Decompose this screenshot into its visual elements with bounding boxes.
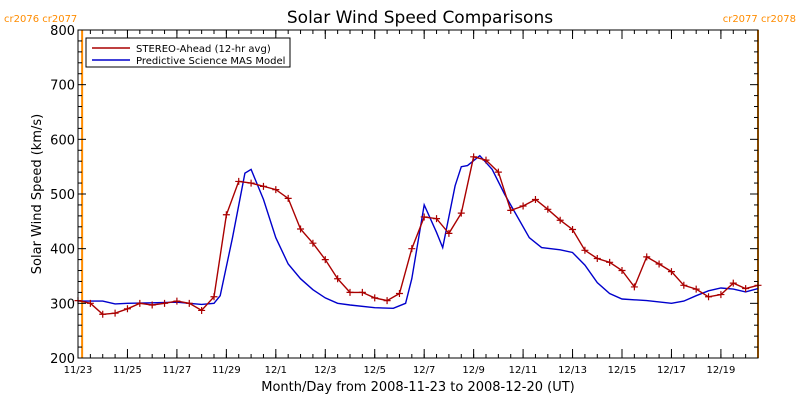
y-tick-label-200: 200 xyxy=(50,352,75,367)
data-point-stereo-4 xyxy=(123,305,131,313)
y-axis-label: Solar Wind Speed (km/s) xyxy=(30,114,45,274)
data-point-stereo-7 xyxy=(161,299,169,307)
data-point-stereo-41 xyxy=(581,246,589,254)
data-point-stereo-46 xyxy=(643,253,651,261)
y-tick-label-300: 300 xyxy=(50,297,75,312)
data-point-stereo-31 xyxy=(457,209,465,217)
data-point-stereo-37 xyxy=(531,195,539,203)
data-point-stereo-47 xyxy=(655,260,663,268)
y-tick-label-600: 600 xyxy=(50,133,75,148)
data-point-stereo-20 xyxy=(321,256,329,264)
data-point-stereo-32 xyxy=(470,153,478,161)
x-tick-label-12/15: 12/15 xyxy=(608,365,637,376)
data-point-stereo-43 xyxy=(606,258,614,266)
data-point-stereo-35 xyxy=(507,206,515,214)
y-tick-label-700: 700 xyxy=(50,79,75,94)
x-tick-label-12/17: 12/17 xyxy=(657,365,686,376)
legend-box xyxy=(85,37,291,68)
series-line-mas-model xyxy=(78,154,759,310)
data-point-stereo-25 xyxy=(383,297,391,305)
data-point-stereo-15 xyxy=(259,182,267,190)
data-point-stereo-12 xyxy=(222,211,230,219)
data-point-stereo-2 xyxy=(99,310,107,318)
x-tick-label-12/3: 12/3 xyxy=(314,365,336,376)
plot-frame xyxy=(77,29,759,359)
data-point-stereo-8 xyxy=(173,297,181,305)
data-point-stereo-22 xyxy=(346,288,354,296)
data-point-stereo-52 xyxy=(717,291,725,299)
data-point-stereo-34 xyxy=(494,168,502,176)
data-point-stereo-39 xyxy=(556,216,564,224)
data-point-stereo-17 xyxy=(284,194,292,202)
data-point-stereo-14 xyxy=(247,179,255,187)
data-point-stereo-5 xyxy=(136,299,144,307)
data-point-stereo-53 xyxy=(729,279,737,287)
data-point-stereo-51 xyxy=(705,293,713,301)
carrington-label-right: cr2077 cr2078 xyxy=(723,14,796,25)
data-point-stereo-38 xyxy=(544,205,552,213)
data-point-stereo-24 xyxy=(371,294,379,302)
data-point-stereo-48 xyxy=(667,268,675,276)
x-tick-label-12/9: 12/9 xyxy=(462,365,484,376)
data-point-stereo-19 xyxy=(309,239,317,247)
x-tick-label-11/25: 11/25 xyxy=(113,365,142,376)
legend-label-mas-model: Predictive Science MAS Model xyxy=(136,56,285,67)
x-axis-label: Month/Day from 2008-11-23 to 2008-12-20 … xyxy=(261,380,574,395)
x-tick-label-12/19: 12/19 xyxy=(706,365,735,376)
axes: 200 300 400 500 600 700 800 11/23 11/25 11/27 11/2… xyxy=(50,24,759,376)
chart-title: Solar Wind Speed Comparisons xyxy=(287,8,553,28)
carrington-label-left: cr2076 cr2077 xyxy=(4,14,77,25)
data-point-stereo-3 xyxy=(111,309,119,317)
data-point-stereo-28 xyxy=(420,213,428,221)
x-tick-label-12/11: 12/11 xyxy=(509,365,538,376)
data-point-stereo-29 xyxy=(433,215,441,223)
data-point-stereo-1 xyxy=(86,299,94,307)
data-point-stereo-33 xyxy=(482,156,490,164)
data-point-stereo-36 xyxy=(519,202,527,210)
x-tick-label-12/13: 12/13 xyxy=(558,365,587,376)
x-tick-label-12/5: 12/5 xyxy=(363,365,385,376)
data-point-stereo-11 xyxy=(210,293,218,301)
data-point-stereo-42 xyxy=(593,255,601,263)
data-point-stereo-54 xyxy=(742,285,750,293)
data-point-stereo-13 xyxy=(235,177,243,185)
data-point-stereo-16 xyxy=(272,186,280,194)
data-point-stereo-49 xyxy=(680,281,688,289)
data-point-stereo-30 xyxy=(445,229,453,237)
legend: STEREO-Ahead (12-hr avg) Predictive Scie… xyxy=(85,37,291,68)
x-tick-label-11/29: 11/29 xyxy=(212,365,241,376)
data-point-stereo-27 xyxy=(408,245,416,253)
data-point-stereo-9 xyxy=(185,299,193,307)
data-point-stereo-10 xyxy=(198,306,206,314)
plot-area xyxy=(74,30,762,358)
data-point-stereo-23 xyxy=(358,288,366,296)
x-tick-label-12/1: 12/1 xyxy=(265,365,287,376)
y-tick-label-500: 500 xyxy=(50,188,75,203)
data-point-stereo-44 xyxy=(618,267,626,275)
data-point-stereo-18 xyxy=(297,225,305,233)
legend-label-stereo: STEREO-Ahead (12-hr avg) xyxy=(136,44,271,55)
data-point-stereo-40 xyxy=(569,226,577,234)
y-tick-label-800: 800 xyxy=(50,24,75,39)
data-point-stereo-26 xyxy=(395,289,403,297)
data-point-stereo-50 xyxy=(692,285,700,293)
x-tick-label-12/7: 12/7 xyxy=(413,365,435,376)
data-point-stereo-45 xyxy=(630,283,638,291)
x-tick-label-11/27: 11/27 xyxy=(162,365,191,376)
series-line-stereo-ahead xyxy=(77,155,759,316)
data-point-stereo-21 xyxy=(334,275,342,283)
data-point-stereo-6 xyxy=(148,301,156,309)
x-tick-label-11/23: 11/23 xyxy=(64,365,93,376)
y-tick-label-400: 400 xyxy=(50,243,75,258)
